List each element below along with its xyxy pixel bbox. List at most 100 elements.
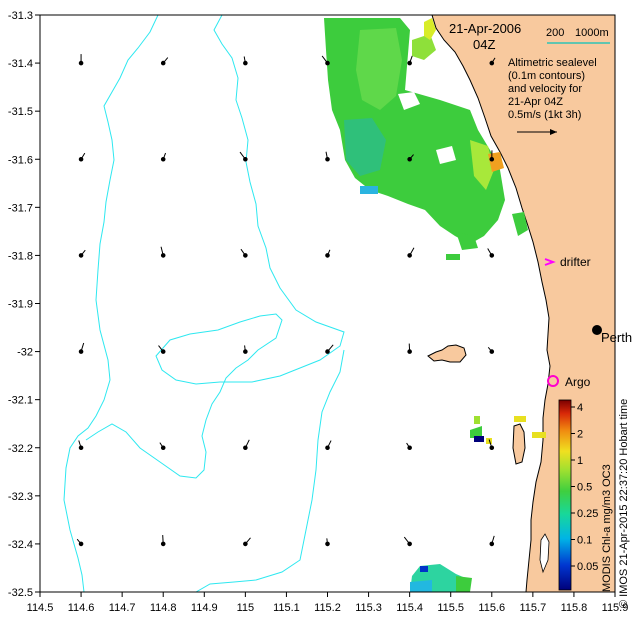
velocity-arrow [78,342,85,354]
contour-west [63,15,159,592]
velocity-arrow [78,249,86,258]
velocity-arrow [407,55,413,66]
y-tick-label: -32.1 [8,395,33,407]
x-tick-label: 114.8 [150,602,177,614]
time-label: 04Z [473,37,495,52]
y-tick-label: -31.5 [8,106,33,118]
velocity-arrow [407,154,414,162]
x-tick-label: 115 [237,602,255,614]
y-tick-label: -32.3 [8,491,33,503]
x-tick-label: 114.5 [27,602,54,614]
y-tick-label: -31.6 [8,154,33,166]
velocity-arrow [159,442,166,451]
velocity-arrow [243,345,248,354]
velocity-arrow [160,535,166,547]
scale-bar-label-left: 200 [546,27,564,39]
x-tick-label: 114.6 [68,602,95,614]
y-tick-label: -31.8 [8,250,33,262]
velocity-arrow [487,346,495,354]
y-tick-label: -31.3 [8,10,33,22]
x-tick-label: 115.9 [602,602,629,614]
velocity-arrow [160,246,166,258]
drifter-label: drifter [560,255,591,269]
velocity-arrow [325,344,334,354]
y-tick-label: -31.9 [8,299,33,311]
velocity-arrow [243,537,251,547]
legend-velocity-arrow [517,129,557,135]
x-tick-label: 115.8 [561,602,588,614]
velocity-arrow [407,343,412,354]
x-tick-label: 114.7 [109,602,136,614]
colorbar-tick-label: 0.5 [577,482,592,494]
argo-marker [547,375,559,387]
y-tick-label: -31.7 [8,202,33,214]
chlorophyll-patches [324,18,546,592]
colorbar: 4 2 1 0.5 0.25 0.1 0.05 MODIS Chl-a mg/m3 OC3 [558,399,613,592]
legend-line-4: 21-Apr 04Z [508,96,563,108]
velocity-arrow [78,54,84,66]
velocity-arrow [407,247,415,258]
velocity-arrow [489,150,495,162]
scale-bar: 200 1000m [546,27,610,44]
colorbar-tick-label: 1 [577,455,583,467]
velocity-arrow [78,440,84,451]
colorbar-title: MODIS Chl-a mg/m3 OC3 [601,464,613,592]
velocity-arrow [325,249,331,258]
velocity-arrow [243,56,248,66]
y-tick-label: -32.4 [8,539,33,551]
garden-island [512,423,526,465]
legend-line-1: Altimetric sealevel [508,57,597,69]
colorbar-ticks: 4 2 1 0.5 0.25 0.1 0.05 [571,402,598,573]
argo-label: Argo [565,375,591,389]
velocity-arrow [489,57,496,66]
velocity-arrow [158,345,166,354]
velocity-vectors [76,54,496,547]
velocity-arrow [488,439,495,451]
x-tick-label: 115.1 [273,602,300,614]
colorbar-tick-label: 0.1 [577,535,592,547]
legend-block: Altimetric sealevel (0.1m contours) and … [508,57,597,135]
y-tick-label: -32.5 [8,587,33,599]
rottnest-island [427,344,467,363]
x-tick-label: 114.9 [191,602,218,614]
legend-line-5: 0.5m/s (1kt 3h) [508,109,581,121]
velocity-arrow [487,248,495,258]
velocity-arrow [489,535,495,547]
colorbar-tick-label: 0.25 [577,508,598,520]
sealevel-contours [63,15,345,592]
perth-marker [592,325,602,335]
colorbar-ramp [558,399,572,591]
perth-label: Perth [601,330,632,345]
colorbar-tick-label: 4 [577,402,583,414]
x-axis: 114.5 114.6 114.7 114.8 114.9 115 115.1 115.2 11… [27,592,629,614]
legend-line-2: (0.1m contours) [508,70,585,82]
velocity-arrow [239,151,248,162]
x-tick-label: 115.2 [314,602,341,614]
x-tick-label: 115.5 [437,602,464,614]
x-tick-label: 115.7 [519,602,546,614]
velocity-arrow [78,152,86,162]
x-tick-label: 115.6 [478,602,505,614]
velocity-arrow [406,442,412,451]
peel-inlet [539,533,550,574]
contour-east [195,349,345,592]
velocity-arrow [240,248,248,258]
y-tick-label: -31.4 [8,58,33,70]
drifter-marker [544,258,556,266]
velocity-arrow [325,538,330,547]
x-tick-label: 115.3 [355,602,382,614]
velocity-arrow [325,440,332,451]
velocity-arrow [325,151,330,162]
y-tick-label: -32 [17,347,33,359]
credit-label: © IMOS 21-Apr-2015 22:37:20 Hobart time [618,399,630,608]
velocity-arrow [76,538,84,547]
velocity-arrow [403,536,412,547]
velocity-arrow [243,439,250,451]
velocity-arrow [160,57,169,66]
velocity-arrow [321,55,330,66]
scale-bar-label-right: 1000m [575,27,609,39]
colorbar-tick-label: 2 [577,429,583,441]
x-tick-label: 115.4 [396,602,423,614]
contour-central [85,15,345,479]
